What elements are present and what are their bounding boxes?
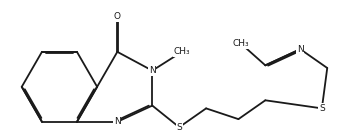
Text: S: S xyxy=(319,104,325,113)
Text: N: N xyxy=(149,66,156,75)
Text: CH₃: CH₃ xyxy=(233,39,250,48)
Text: S: S xyxy=(176,123,182,132)
Text: N: N xyxy=(114,117,121,126)
Text: CH₃: CH₃ xyxy=(173,47,190,56)
Text: O: O xyxy=(114,12,121,21)
Text: N: N xyxy=(297,45,304,54)
